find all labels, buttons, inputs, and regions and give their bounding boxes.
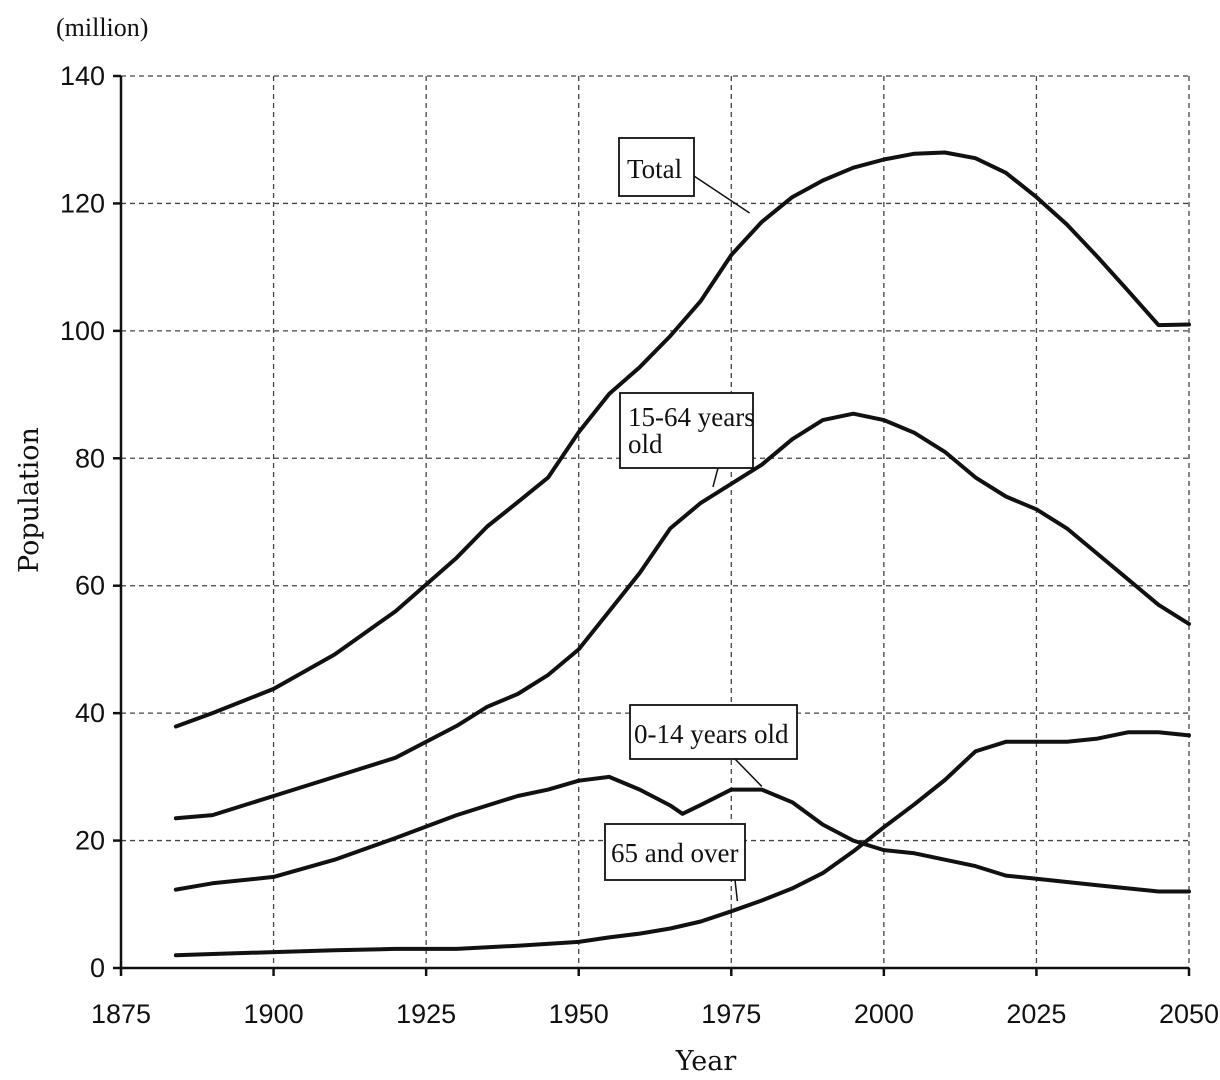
- y-axis-title: Population: [14, 427, 45, 573]
- x-axis-title: Year: [675, 1046, 737, 1077]
- axes: 0 20 40 60 80 100 120 140 1875 1900 1925 1950 1975 20…: [60, 61, 1219, 1029]
- x-tick-label: 2050: [1159, 999, 1219, 1029]
- y-tick-label: 120: [60, 188, 105, 218]
- series-line-65-over: [173, 730, 1191, 958]
- x-tick-label: 1900: [244, 999, 304, 1029]
- series-line-15-64: [173, 411, 1191, 821]
- series-label: 0-14 years old: [634, 719, 789, 749]
- series-label: 65 and over: [611, 838, 738, 868]
- series-label: old: [628, 429, 663, 459]
- callout-box: [629, 704, 798, 760]
- series-label: Total: [627, 154, 682, 184]
- series-label: 15-64 years: [628, 402, 755, 432]
- series-lines: [173, 150, 1191, 958]
- callout-65-over: 65 and over: [604, 823, 746, 902]
- y-tick-label: 100: [60, 316, 105, 346]
- callout-leader: [734, 879, 739, 902]
- callout-leader: [712, 467, 719, 488]
- y-tick-label: 80: [75, 443, 105, 473]
- y-tick-label: 60: [75, 571, 105, 601]
- callout-box: [618, 137, 695, 197]
- x-tick-label: 1925: [396, 999, 456, 1029]
- y-tick-label: 140: [60, 61, 105, 91]
- callout-leader: [734, 758, 763, 787]
- x-tick-label: 1975: [701, 999, 761, 1029]
- callout-box: [604, 823, 746, 881]
- callout-0-14: 0-14 years old: [629, 704, 798, 787]
- callout-total: Total: [618, 137, 751, 214]
- x-tick-label: 1950: [549, 999, 609, 1029]
- y-tick-label: 20: [75, 826, 105, 856]
- x-tick-label: 2025: [1006, 999, 1066, 1029]
- callout-leader: [693, 175, 751, 214]
- x-tick-label: 1875: [91, 999, 151, 1029]
- y-tick-label: 0: [90, 953, 105, 983]
- x-tick-label: 2000: [854, 999, 914, 1029]
- unit-label: (million): [56, 13, 148, 42]
- callout-box: [619, 392, 754, 469]
- series-line-0-14: [173, 774, 1191, 894]
- series-line-total: [173, 150, 1191, 729]
- y-tick-label: 40: [75, 698, 105, 728]
